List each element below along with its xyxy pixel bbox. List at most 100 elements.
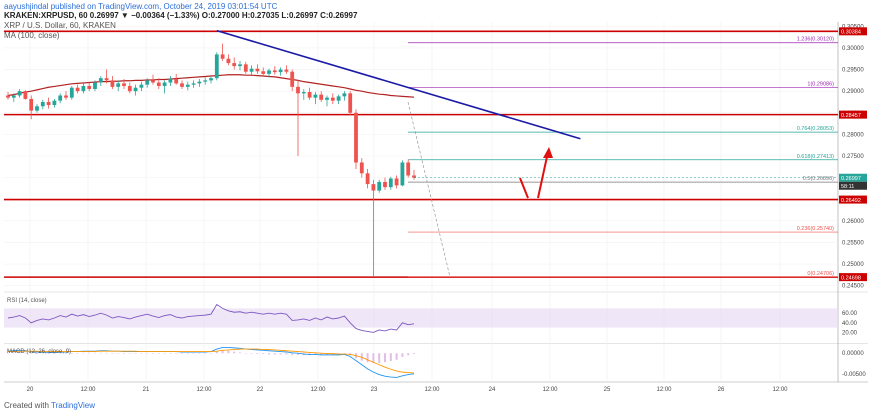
candle-body — [17, 91, 22, 96]
candle-body — [174, 79, 179, 84]
macd-histogram-bar — [134, 353, 137, 354]
macd-histogram-bar — [99, 352, 102, 354]
price-tick-label: 0.26000 — [842, 219, 864, 225]
rsi-label: RSI (14, close) — [7, 298, 47, 304]
macd-tick-label: -0.00500 — [842, 372, 866, 378]
footer-created-with: Created with — [4, 401, 49, 410]
candle-body — [69, 87, 74, 98]
price-tick-label: 0.25000 — [842, 262, 864, 268]
x-tick-label: 12:00 — [542, 387, 558, 393]
candle-body — [296, 86, 300, 94]
candle-body — [238, 64, 242, 67]
macd-label: MACD (12, 26, close, 9) — [7, 349, 71, 355]
macd-histogram-bar — [175, 353, 178, 354]
candle-body — [110, 80, 115, 87]
x-tick-label: 23 — [371, 387, 378, 393]
x-tick-label: 12:00 — [196, 387, 212, 393]
macd-histogram-bar — [65, 353, 67, 354]
x-tick-label: 21 — [143, 387, 150, 393]
macd-histogram-bar — [233, 351, 236, 354]
candle-body — [209, 78, 213, 81]
candle-body — [261, 71, 266, 74]
macd-histogram-bar — [204, 353, 207, 354]
candle-body — [377, 181, 382, 191]
candle-body — [81, 85, 86, 92]
candle-body — [226, 58, 231, 64]
macd-histogram-bar — [395, 353, 398, 360]
macd-histogram-bar — [53, 353, 56, 355]
macd-histogram-bar — [169, 353, 172, 354]
macd-histogram-bar — [291, 353, 294, 355]
macd-histogram-bar — [285, 353, 288, 355]
candle-body — [104, 78, 109, 81]
candle-body — [290, 71, 295, 87]
candle-body — [40, 101, 45, 107]
rsi-tick-label: 40.00 — [842, 321, 858, 327]
price-tag-bg — [839, 195, 867, 204]
author-line[interactable]: aayushjindal published on TradingView.co… — [4, 2, 278, 11]
candle-body — [58, 95, 63, 101]
candle-body — [348, 93, 353, 113]
candle-body — [354, 112, 358, 163]
candle-body — [35, 106, 39, 111]
fib-level-label: 0.764(0.28053) — [797, 126, 834, 132]
candle-body — [139, 84, 144, 88]
candle-body — [162, 82, 167, 86]
macd-histogram-bar — [59, 353, 62, 354]
candle-body — [232, 63, 237, 67]
candle-body — [278, 69, 283, 73]
macd-histogram-bar — [181, 353, 183, 354]
candle-body — [412, 175, 416, 178]
macd-histogram-bar — [82, 352, 85, 354]
candle-body — [249, 68, 254, 72]
candle-body — [23, 91, 28, 99]
macd-histogram-bar — [186, 353, 189, 354]
candle-body — [255, 68, 260, 72]
candle-body — [284, 69, 289, 72]
macd-histogram-bar — [244, 353, 247, 354]
x-tick-label: 12:00 — [772, 387, 788, 393]
macd-histogram-bar — [279, 353, 282, 355]
macd-histogram-bar — [221, 350, 224, 354]
candle-body — [319, 94, 324, 100]
macd-tick-label: 0.00000 — [842, 351, 864, 357]
fib-level-label: 0.236(0.25740) — [797, 226, 834, 232]
tradingview-logo-text[interactable]: TradingView — [51, 401, 96, 410]
macd-histogram-bar — [30, 353, 33, 354]
price-tag-bg — [839, 273, 867, 282]
candle-body — [75, 87, 80, 92]
macd-histogram-bar — [47, 353, 50, 355]
candle-body — [359, 162, 364, 174]
rsi-line — [7, 303, 415, 333]
macd-histogram-bar — [256, 353, 259, 355]
macd-histogram-bar — [198, 353, 201, 354]
macd-histogram-bar — [297, 353, 299, 355]
x-tick-label: 25 — [604, 387, 611, 393]
candle-body — [400, 162, 405, 186]
price-tag-bg — [839, 173, 867, 182]
macd-histogram-bar — [407, 353, 410, 356]
price-tag-bg — [839, 27, 867, 36]
fib-level-label: 0.5(0.26896) — [803, 176, 834, 182]
price-tick-label: 0.24500 — [842, 284, 864, 290]
x-tick-label: 12:00 — [424, 387, 440, 393]
macd-histogram-bar — [152, 353, 154, 354]
macd-histogram-bar — [105, 352, 108, 354]
candle-body — [133, 87, 138, 92]
candle-body — [394, 178, 399, 186]
x-tick-label: 26 — [718, 387, 725, 393]
rsi-tick-label: 20.00 — [842, 330, 858, 336]
price-tick-label: 0.27500 — [842, 154, 864, 160]
candle-body — [180, 83, 184, 87]
arrow-down-stroke — [519, 177, 529, 199]
candle-body — [29, 98, 34, 111]
candle-body — [127, 85, 132, 92]
price-tag-label: 0.28457 — [841, 113, 861, 119]
candle-body — [243, 64, 248, 72]
candle-body — [93, 82, 97, 89]
rsi-tick-label: 60.00 — [842, 311, 858, 317]
macd-histogram-bar — [273, 353, 276, 355]
footer: Created with TradingView — [4, 401, 95, 410]
candle-body — [156, 82, 161, 86]
macd-histogram-bar — [24, 352, 27, 354]
